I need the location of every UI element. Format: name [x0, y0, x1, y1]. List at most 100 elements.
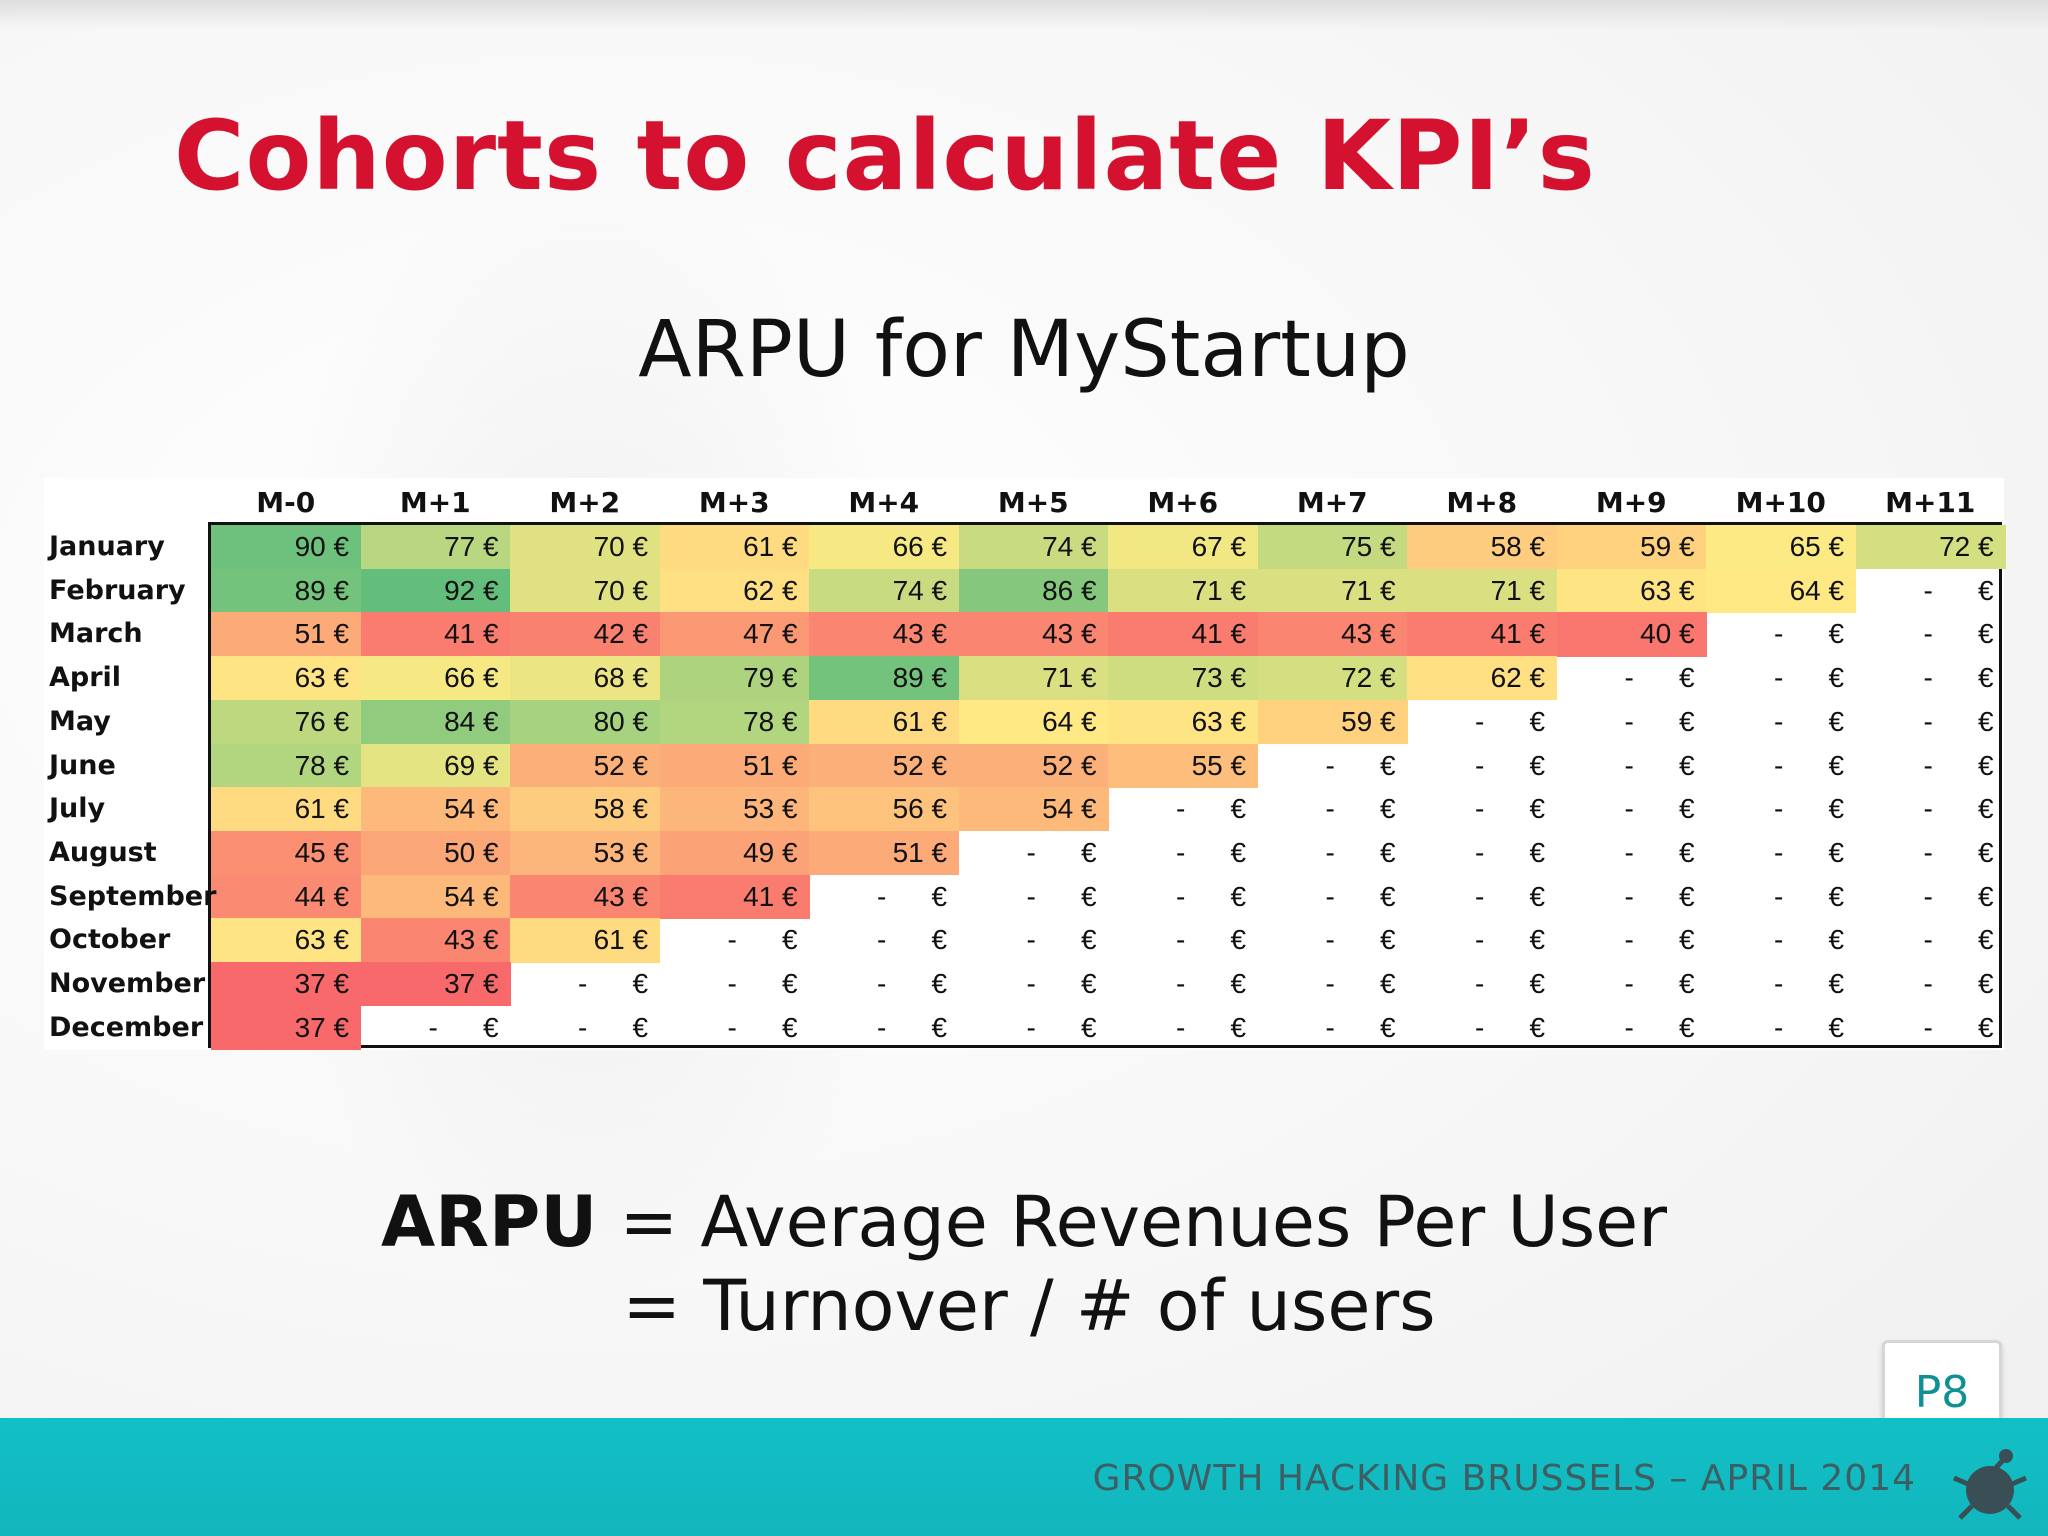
cohort-cell: 73 € — [1108, 656, 1259, 701]
cohort-cell-empty: - € — [1856, 569, 2006, 613]
currency-symbol: € — [1081, 924, 1097, 956]
cohort-cell: 40 € — [1556, 612, 1707, 657]
currency-symbol: € — [782, 924, 798, 956]
column-header-mplus7: M+7 — [1296, 486, 1368, 519]
empty-dash: - — [1923, 618, 1933, 650]
currency-symbol: € — [1230, 836, 1247, 868]
cohort-cell-empty: - € — [959, 875, 1109, 919]
cohort-cell: 74 € — [809, 568, 960, 613]
currency-symbol: € — [782, 1011, 798, 1043]
empty-dash: - — [1923, 836, 1933, 868]
currency-symbol: € — [1529, 836, 1546, 868]
cohort-cell: 66 € — [360, 656, 511, 701]
currency-symbol: € — [1978, 793, 1994, 825]
empty-dash: - — [1325, 968, 1335, 999]
empty-dash: - — [1475, 836, 1485, 868]
cohort-cell: 71 € — [1407, 568, 1558, 613]
empty-dash: - — [1624, 793, 1634, 825]
row-label-march: March — [49, 618, 143, 650]
currency-symbol: € — [1978, 705, 1994, 737]
slide-subtitle: ARPU for MyStartup — [0, 305, 2048, 395]
column-header-mminus0: M-0 — [256, 486, 316, 519]
cohort-cell-empty: - € — [1557, 875, 1707, 919]
cohort-cell-empty: - € — [1557, 700, 1707, 744]
cohort-cell-empty: - € — [809, 962, 959, 1006]
currency-symbol: € — [931, 968, 948, 999]
currency-symbol: € — [1679, 749, 1695, 781]
cohort-cell-empty: - € — [959, 918, 1109, 962]
cohort-cell-empty: - € — [1407, 875, 1557, 919]
cohort-cell: 63 € — [211, 918, 362, 963]
cohort-cell: 68 € — [510, 656, 661, 701]
empty-dash: - — [1774, 880, 1784, 912]
column-header-mplus11: M+11 — [1885, 486, 1976, 519]
empty-dash: - — [1176, 1011, 1186, 1043]
empty-dash: - — [1624, 705, 1634, 737]
cohort-cell: 45 € — [211, 830, 362, 876]
empty-dash: - — [1923, 662, 1933, 694]
empty-dash: - — [1475, 793, 1485, 825]
empty-dash: - — [1774, 793, 1784, 825]
currency-symbol: € — [1230, 924, 1247, 956]
cohort-cell: 59 € — [1257, 699, 1408, 745]
cohort-cell: 37 € — [360, 962, 511, 1007]
cohort-cell: 62 € — [659, 568, 810, 613]
empty-dash: - — [1923, 1011, 1933, 1043]
currency-symbol: € — [1978, 836, 1994, 868]
currency-symbol: € — [1380, 968, 1396, 999]
currency-symbol: € — [1529, 705, 1546, 737]
cohort-cell-empty: - € — [510, 962, 660, 1006]
cohort-cell-empty: - € — [1706, 656, 1856, 700]
cohort-cell: 43 € — [809, 612, 960, 657]
currency-symbol: € — [931, 880, 948, 912]
cohort-cell-empty: - € — [1407, 787, 1557, 831]
cohort-cell: 61 € — [510, 918, 661, 963]
cohort-cell: 43 € — [360, 918, 511, 963]
cohort-cell: 76 € — [211, 699, 362, 745]
currency-symbol: € — [1679, 1011, 1695, 1043]
empty-dash: - — [1325, 1011, 1335, 1043]
empty-dash: - — [1923, 968, 1933, 999]
currency-symbol: € — [1081, 880, 1097, 912]
currency-symbol: € — [1380, 749, 1396, 781]
empty-dash: - — [1624, 880, 1634, 912]
cohort-cell: 53 € — [659, 787, 810, 832]
currency-symbol: € — [1380, 836, 1396, 868]
empty-dash: - — [1923, 793, 1933, 825]
cohort-cell: 41 € — [659, 874, 810, 919]
empty-dash: - — [1774, 749, 1784, 781]
empty-dash: - — [1325, 924, 1335, 956]
empty-dash: - — [1475, 924, 1485, 956]
empty-dash: - — [1923, 924, 1933, 956]
empty-dash: - — [877, 1011, 887, 1043]
row-label-july: July — [49, 793, 106, 825]
cohort-cell: 74 € — [958, 525, 1109, 570]
currency-symbol: € — [1230, 793, 1247, 825]
cohort-cell: 44 € — [211, 874, 362, 919]
cohort-cell: 55 € — [1108, 743, 1259, 788]
cohort-cell: 52 € — [958, 743, 1109, 788]
cohort-cell: 72 € — [1257, 656, 1408, 701]
column-header-mplus9: M+9 — [1595, 486, 1667, 519]
cohort-cell-empty: - € — [1108, 787, 1258, 831]
cohort-cell: 43 € — [958, 612, 1109, 657]
empty-dash: - — [428, 1011, 438, 1043]
empty-dash: - — [1774, 705, 1784, 737]
cohort-cell: 41 € — [1407, 612, 1558, 657]
row-label-december: December — [49, 1011, 204, 1043]
cohort-cell: 75 € — [1257, 525, 1408, 570]
cohort-cell: 52 € — [510, 743, 661, 788]
currency-symbol: € — [1081, 1011, 1097, 1043]
cohort-cell: 37 € — [211, 962, 362, 1007]
currency-symbol: € — [1828, 749, 1845, 781]
currency-symbol: € — [1230, 880, 1247, 912]
cohort-cell-empty: - € — [660, 1006, 810, 1050]
row-label-april: April — [49, 662, 122, 694]
cohort-cell: 59 € — [1556, 525, 1707, 570]
cohort-cell: 53 € — [510, 830, 661, 876]
row-label-february: February — [49, 574, 186, 606]
cohort-cell: 56 € — [809, 787, 960, 832]
cohort-cell: 65 € — [1706, 525, 1857, 570]
cohort-cell-empty: - € — [660, 962, 810, 1006]
cohort-cell: 47 € — [659, 612, 810, 657]
